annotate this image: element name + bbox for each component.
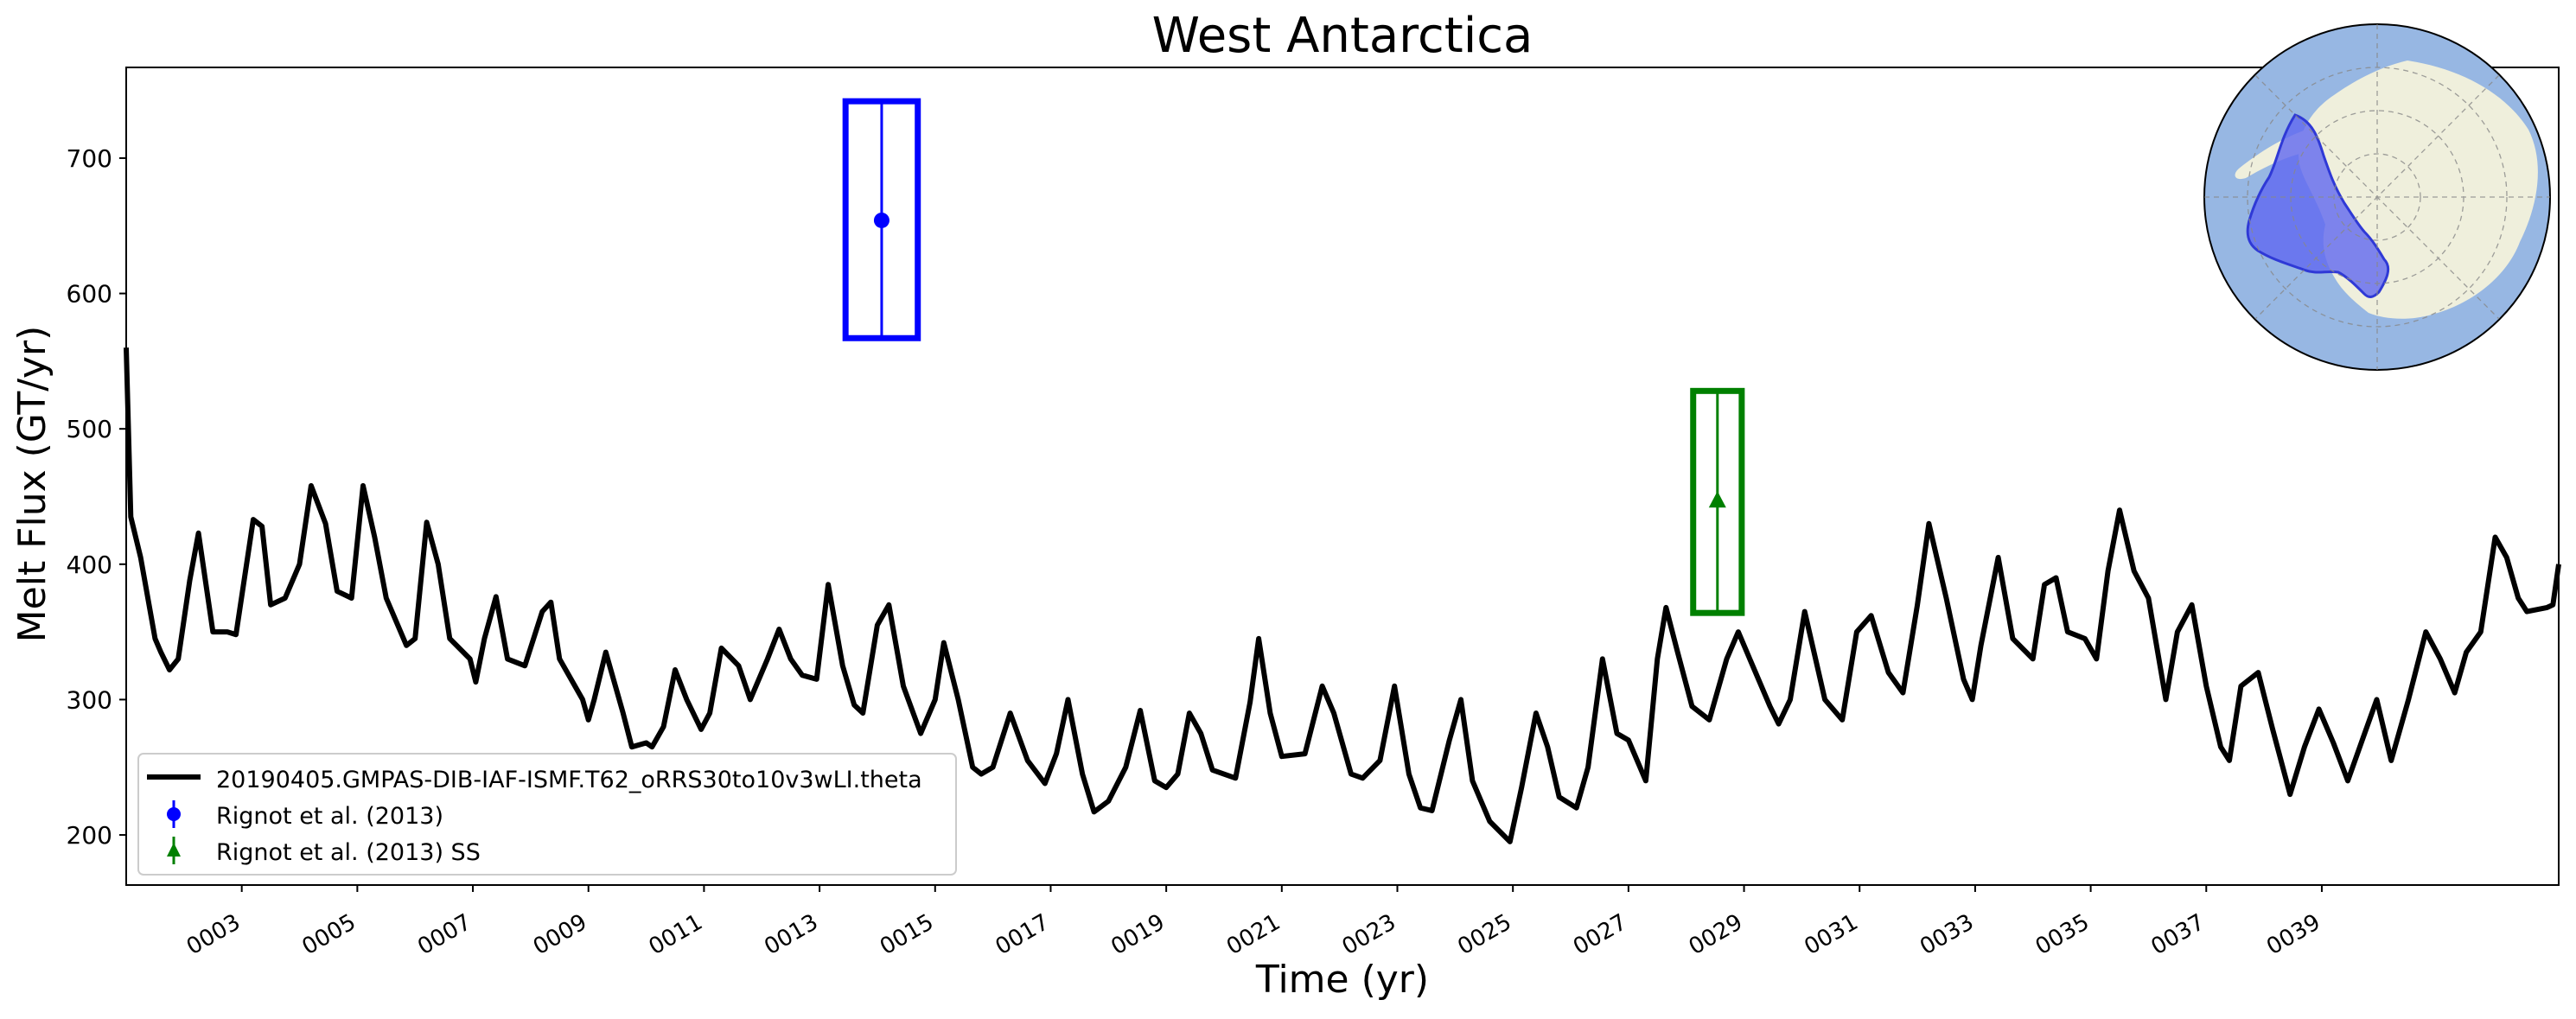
x-tick-label: 0011 <box>645 909 707 960</box>
legend-label-model: 20190405.GMPAS-DIB-IAF-ISMF.T62_oRRS30to… <box>216 767 922 793</box>
x-axis-ticks: 0003 0005 0007 0009 0011 0013 0015 0017 0019 0021… <box>182 885 2324 960</box>
x-tick-label: 0021 <box>1222 909 1285 960</box>
y-tick-label: 500 <box>67 415 112 443</box>
x-tick-label: 0031 <box>1800 909 1862 960</box>
x-tick-label: 0027 <box>1569 909 1631 960</box>
x-tick-label: 0023 <box>1338 909 1400 960</box>
x-tick-label: 0009 <box>529 909 591 960</box>
series-line-model <box>124 347 2561 844</box>
y-axis-ticks: 200 300 400 500 600 700 <box>67 144 126 850</box>
y-tick-label: 400 <box>67 551 112 579</box>
x-tick-label: 0007 <box>413 909 475 960</box>
plot-content <box>124 98 2561 844</box>
x-tick-label: 0017 <box>992 909 1054 960</box>
y-tick-label: 700 <box>67 144 112 173</box>
x-tick-label: 0005 <box>298 909 360 960</box>
legend-label-rignot: Rignot et al. (2013) <box>216 803 443 830</box>
y-axis-label: Melt Flux (GT/yr) <box>10 326 54 643</box>
chart-title: West Antarctica <box>1152 8 1533 64</box>
legend: 20190405.GMPAS-DIB-IAF-ISMF.T62_oRRS30to… <box>137 753 957 876</box>
legend-marker-rignot-ss <box>167 843 181 857</box>
legend-label-rignot-ss: Rignot et al. (2013) SS <box>216 839 481 866</box>
x-tick-label: 0035 <box>2031 909 2094 960</box>
obs-marker-rignot-ss <box>1708 491 1726 508</box>
legend-marker-rignot <box>167 807 181 821</box>
plot-frame <box>125 67 2560 886</box>
obs-marker-rignot <box>873 212 889 228</box>
x-tick-label: 0033 <box>1916 909 1978 960</box>
antarctica-inset-map <box>2203 23 2551 371</box>
x-tick-label: 0039 <box>2262 909 2324 960</box>
x-tick-label: 0015 <box>876 909 938 960</box>
y-tick-label: 300 <box>67 685 112 714</box>
x-tick-label: 0037 <box>2146 909 2209 960</box>
map-gridlines <box>2204 24 2550 370</box>
x-tick-label: 0029 <box>1685 909 1747 960</box>
x-tick-label: 0003 <box>182 909 245 960</box>
x-axis-label: Time (yr) <box>1255 958 1429 1002</box>
x-tick-label: 0025 <box>1453 909 1515 960</box>
legend-box <box>137 753 957 876</box>
y-tick-label: 600 <box>67 280 112 309</box>
x-tick-label: 0013 <box>760 909 822 960</box>
x-tick-label: 0019 <box>1106 909 1169 960</box>
y-tick-label: 200 <box>67 821 112 850</box>
